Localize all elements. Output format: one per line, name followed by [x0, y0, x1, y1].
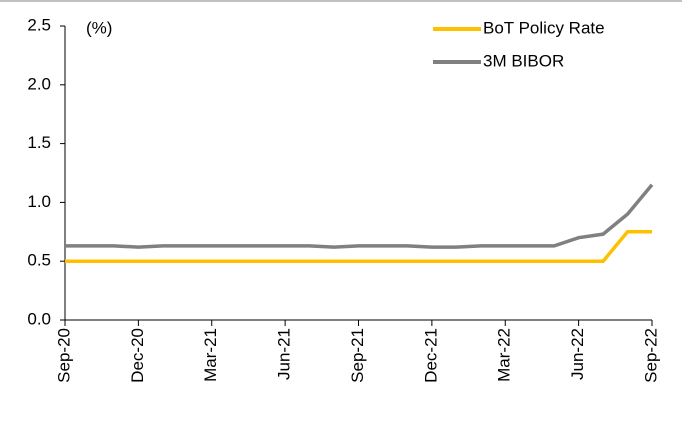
x-tick-label: Jun-21 — [275, 328, 294, 380]
y-tick-label: 1.5 — [27, 133, 51, 152]
y-tick-label: 0.5 — [27, 251, 51, 270]
x-tick-label: Dec-21 — [421, 328, 440, 383]
x-tick-label: Mar-22 — [495, 328, 514, 382]
y-tick-label: 1.0 — [27, 192, 51, 211]
x-tick-label: Jun-22 — [568, 328, 587, 380]
series-line — [65, 183, 654, 249]
x-tick-label: Mar-21 — [201, 328, 220, 382]
legend-label: 3M BIBOR — [483, 51, 564, 70]
y-tick-label: 2.0 — [27, 74, 51, 93]
unit-annotation: (%) — [86, 18, 112, 37]
y-tick-label: 2.5 — [27, 15, 51, 34]
legend-label: BoT Policy Rate — [483, 18, 605, 37]
x-tick-label: Dec-20 — [128, 328, 147, 383]
series-line — [65, 230, 652, 263]
x-tick-label: Sep-21 — [348, 328, 367, 383]
x-tick-label: Sep-22 — [641, 328, 660, 383]
y-tick-label: 0.0 — [27, 309, 51, 328]
x-tick-label: Sep-20 — [54, 328, 73, 383]
